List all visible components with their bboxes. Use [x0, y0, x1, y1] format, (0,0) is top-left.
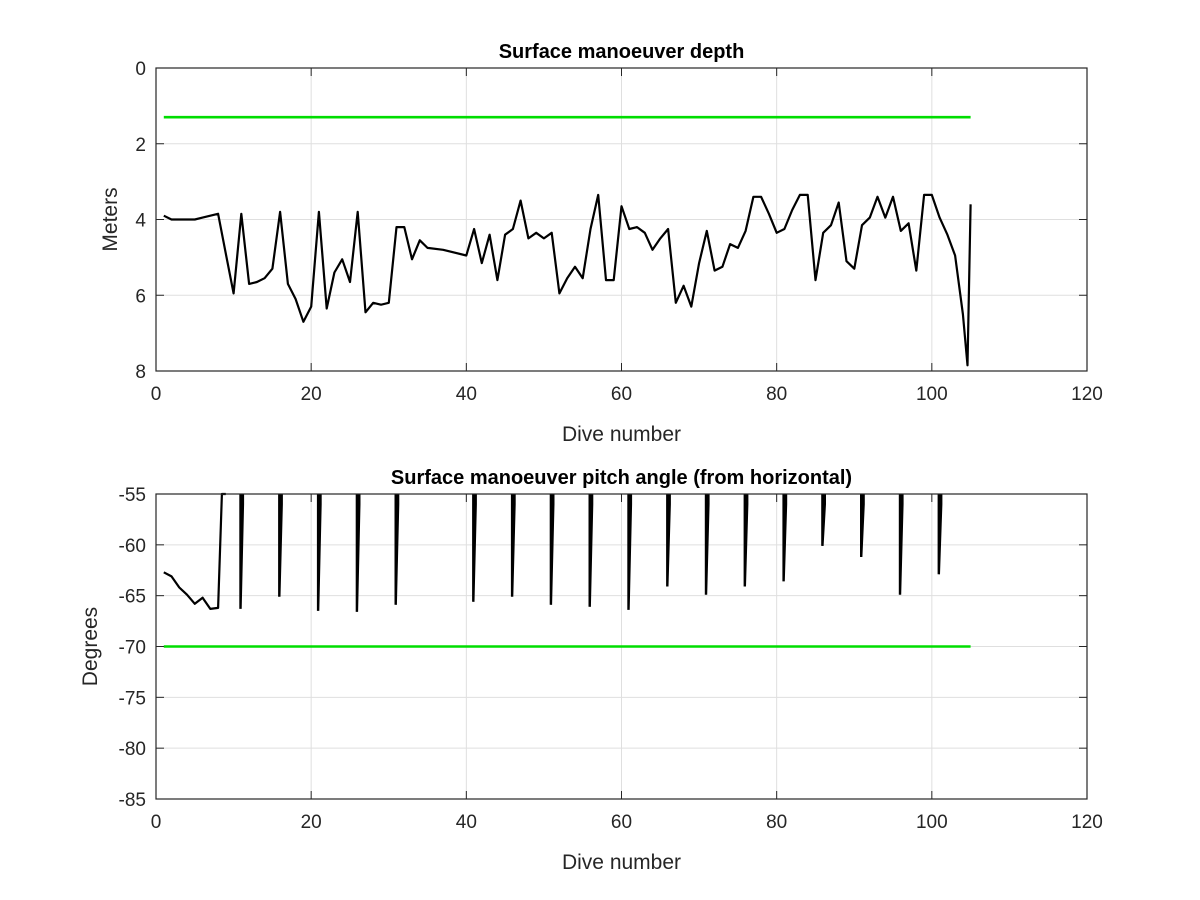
pitch-data-spike: [704, 494, 710, 595]
pitch-data-spike: [627, 494, 633, 610]
depth-ticks: 0 20 40 60 80 100 120 0 2 4 6 8: [135, 59, 1102, 405]
depth-x-tick-label: 120: [1071, 384, 1103, 405]
pitch-x-tick-label: 120: [1071, 812, 1103, 833]
pitch-y-tick-label: -85: [119, 790, 146, 811]
pitch-data-spike: [860, 494, 865, 558]
depth-x-tick-label: 20: [301, 384, 322, 405]
pitch-x-tick-label: 40: [456, 812, 477, 833]
pitch-data-spike: [549, 494, 555, 605]
pitch-x-tick-label: 0: [151, 812, 162, 833]
pitch-data-spike: [821, 494, 826, 546]
depth-chart-title: Surface manoeuver depth: [499, 41, 745, 63]
pitch-chart: 0 20 40 60 80 100 120 -55 -60 -65 -70 -75 -80 -85 Sur…: [79, 467, 1103, 874]
pitch-data-spike: [239, 494, 245, 609]
pitch-y-tick-label: -55: [119, 485, 146, 506]
depth-y-tick-label: 6: [135, 286, 146, 307]
depth-data-line: [163, 193, 972, 367]
pitch-data-spike: [743, 494, 749, 587]
depth-y-tick-label: 4: [135, 211, 146, 232]
depth-y-axis-label: Meters: [99, 187, 122, 251]
pitch-chart-title: Surface manoeuver pitch angle (from hori…: [391, 467, 852, 489]
pitch-ticks: 0 20 40 60 80 100 120 -55 -60 -65 -70 -75 -80 -85: [119, 485, 1103, 833]
pitch-data-spike: [472, 494, 477, 602]
depth-y-tick-label: 2: [135, 135, 146, 156]
pitch-data-line: [163, 492, 226, 610]
pitch-x-tick-label: 20: [301, 812, 322, 833]
pitch-x-tick-label: 100: [916, 812, 948, 833]
pitch-data-spike: [588, 494, 594, 607]
pitch-y-tick-label: -60: [119, 536, 146, 557]
pitch-y-tick-label: -65: [119, 587, 146, 608]
depth-x-axis-label: Dive number: [562, 423, 681, 446]
pitch-data-spike: [278, 494, 283, 597]
depth-x-tick-label: 40: [456, 384, 477, 405]
depth-y-tick-label: 8: [135, 362, 146, 383]
pitch-y-tick-label: -70: [119, 638, 146, 659]
pitch-y-axis-label: Degrees: [79, 607, 102, 686]
pitch-x-axis-label: Dive number: [562, 851, 681, 874]
pitch-data-spike: [898, 494, 904, 595]
depth-plot-lines: [163, 115, 972, 367]
pitch-y-tick-label: -75: [119, 688, 146, 709]
depth-gridlines: [155, 67, 1088, 372]
pitch-data-spike: [316, 494, 322, 611]
pitch-y-tick-label: -80: [119, 739, 146, 760]
pitch-data-spike: [782, 494, 788, 582]
pitch-x-tick-label: 60: [611, 812, 632, 833]
depth-x-tick-label: 0: [151, 384, 162, 405]
pitch-data-spike: [355, 494, 361, 612]
pitch-data-spike: [394, 494, 400, 605]
pitch-data-spike: [937, 494, 943, 575]
depth-y-tick-label: 0: [135, 59, 146, 80]
pitch-data-spike: [510, 494, 516, 597]
pitch-data-spike: [666, 494, 671, 587]
depth-chart: 0 20 40 60 80 100 120 0 2 4 6 8 Surface manoeuver d…: [99, 41, 1103, 446]
depth-x-tick-label: 60: [611, 384, 632, 405]
depth-x-tick-label: 100: [916, 384, 948, 405]
pitch-x-tick-label: 80: [766, 812, 787, 833]
depth-x-tick-label: 80: [766, 384, 787, 405]
pitch-plot-lines: [163, 492, 971, 648]
